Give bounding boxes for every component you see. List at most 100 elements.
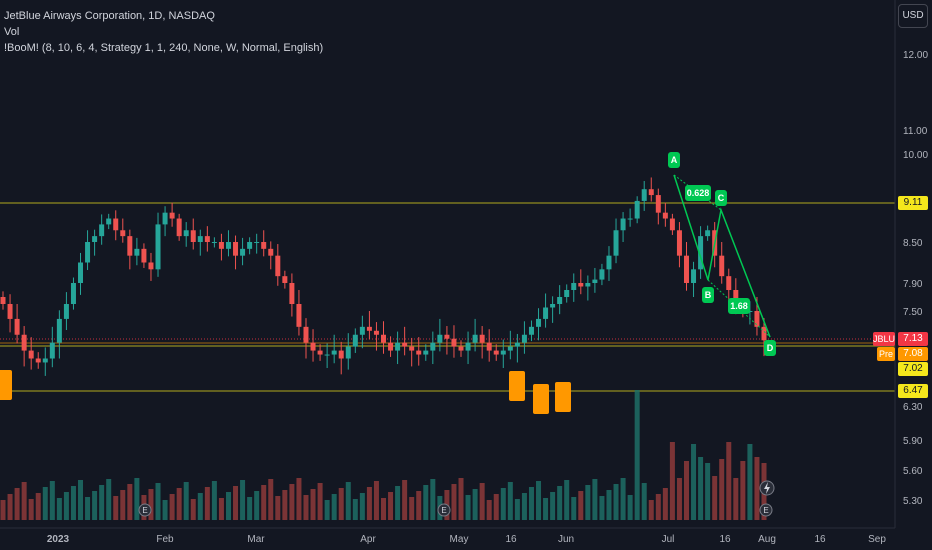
volume-bar xyxy=(169,494,175,520)
candle-body xyxy=(395,342,401,351)
earnings-icon: E xyxy=(138,503,152,517)
earnings-icon: E xyxy=(437,503,451,517)
candle-body xyxy=(99,224,105,237)
candle-body xyxy=(247,242,253,249)
candle-body xyxy=(592,279,598,283)
candle-body xyxy=(486,342,492,351)
candle-body xyxy=(345,346,351,359)
candle-body xyxy=(261,242,267,249)
candle-body xyxy=(0,297,6,304)
horizontal-levels xyxy=(0,202,895,392)
candle-body xyxy=(557,297,563,304)
pattern-legs xyxy=(673,174,771,338)
ratio-cd-label: 1.68 xyxy=(728,298,750,314)
premarket-tag-label: Pre xyxy=(877,347,895,361)
candle-body xyxy=(240,248,246,256)
candle-body xyxy=(183,230,189,237)
candle-body xyxy=(70,283,76,304)
volume-bar xyxy=(127,484,133,520)
time-tick-label: Mar xyxy=(247,534,265,545)
volume-bar xyxy=(63,492,69,520)
price-tick-label: 5.90 xyxy=(903,436,923,447)
volume-bar xyxy=(247,497,253,520)
volume-bar xyxy=(606,490,612,520)
volume-bar xyxy=(218,498,224,520)
price-tick-label: 7.50 xyxy=(903,307,923,318)
candle-body xyxy=(21,334,27,351)
volume-bar xyxy=(592,479,598,520)
candle-body xyxy=(683,255,689,283)
time-tick-label: Feb xyxy=(156,534,174,545)
volume-bar xyxy=(296,478,302,520)
earnings-icon-circle xyxy=(138,503,152,517)
candle-body xyxy=(85,242,91,263)
point-c-label-bg xyxy=(715,190,727,206)
volume-bar xyxy=(571,497,577,520)
candle-body xyxy=(698,236,704,270)
last-price-label: 7.13 xyxy=(898,332,928,346)
candle-body xyxy=(543,307,549,319)
volume-bar xyxy=(324,500,330,520)
candle-body xyxy=(465,342,471,351)
earnings-icon-circle xyxy=(437,503,451,517)
time-tick-label: 2023 xyxy=(47,534,70,545)
time-tick-label: Jun xyxy=(558,534,574,545)
candle-body xyxy=(444,334,450,339)
volume-bar xyxy=(113,496,119,520)
volume-bar xyxy=(514,499,520,520)
candle-body xyxy=(204,236,210,242)
candle-body xyxy=(352,334,358,347)
currency-button[interactable]: USD xyxy=(898,4,928,28)
candle-body xyxy=(127,236,133,256)
earnings-icon-letter: E xyxy=(441,506,446,515)
volume-bar xyxy=(85,497,91,520)
point-c-label: C xyxy=(715,190,727,206)
level-low-label: 6.47 xyxy=(898,384,928,398)
time-tick-label: Apr xyxy=(360,534,376,545)
boom-indicator-label[interactable]: !BooM! (8, 10, 6, 4, Strategy 1, 1, 240,… xyxy=(4,42,324,54)
volume-bar xyxy=(493,494,499,520)
volume-bar xyxy=(268,479,274,520)
candle-body xyxy=(282,276,288,283)
volume-bar xyxy=(303,495,309,520)
candle-body xyxy=(641,189,647,201)
volume-bar xyxy=(366,487,372,520)
volume-bar xyxy=(56,498,62,520)
candle-body xyxy=(669,218,675,231)
volume-indicator-label[interactable]: Vol xyxy=(4,26,20,38)
candle-body xyxy=(141,248,147,263)
volume-bar xyxy=(0,500,6,520)
candle-body xyxy=(705,230,711,237)
volume-bar xyxy=(373,481,379,520)
volume-bar xyxy=(99,485,105,520)
volume-bar xyxy=(148,489,154,520)
candle-body xyxy=(528,326,534,335)
level-high-label: 9.11 xyxy=(898,196,928,210)
point-d-label-bg xyxy=(764,340,776,356)
volume-bar xyxy=(35,493,41,520)
symbol-title[interactable]: JetBlue Airways Corporation, 1D, NASDAQ xyxy=(4,10,215,22)
point-b-label-bg xyxy=(702,287,714,303)
candle-body xyxy=(78,262,84,283)
candle-body xyxy=(416,350,422,355)
volume-bar xyxy=(352,499,358,520)
candle-body xyxy=(148,262,154,270)
time-tick-label: Aug xyxy=(758,534,776,545)
candle-body xyxy=(634,200,640,219)
price-tick-label: 5.60 xyxy=(903,466,923,477)
volume-bar xyxy=(134,478,140,520)
volume-bar xyxy=(634,390,640,520)
volume-bar xyxy=(155,483,161,520)
volume-bar xyxy=(317,483,323,520)
volume-bar xyxy=(289,484,295,520)
volume-bar xyxy=(536,481,542,520)
volume-bar xyxy=(49,481,55,520)
candle-body xyxy=(472,334,478,343)
candle-body xyxy=(56,318,62,343)
volume-bar xyxy=(754,457,760,520)
candle-body xyxy=(92,236,98,242)
time-tick-label: Jul xyxy=(662,534,675,545)
volume-bar xyxy=(599,496,605,520)
volume-bar xyxy=(106,479,112,520)
